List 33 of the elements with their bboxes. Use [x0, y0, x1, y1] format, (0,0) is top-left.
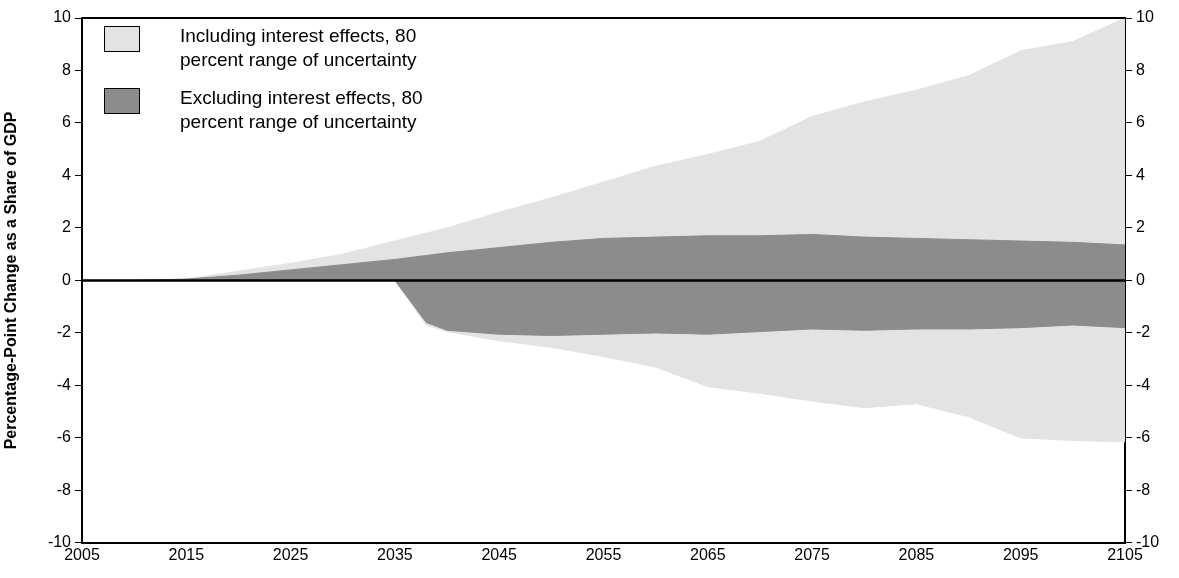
y-tick-label: -8 — [56, 480, 72, 498]
y-tick-label: 8 — [62, 60, 72, 78]
x-tick-label: 2015 — [168, 545, 205, 563]
x-tick-label: 2085 — [898, 545, 935, 563]
x-tick-label: 2065 — [690, 545, 726, 563]
x-tick-label: 2025 — [272, 545, 309, 563]
y2-tick-label: 10 — [1136, 8, 1154, 26]
y2-tick-label: -2 — [1136, 323, 1151, 341]
y-axis-title: Percentage-Point Change as a Share of GDP — [2, 111, 20, 450]
x-tick-label: 2105 — [1107, 545, 1143, 563]
x-tick-label: 2095 — [1002, 545, 1039, 563]
y-tick-label: -2 — [56, 323, 72, 341]
legend-label: Including interest effects, 80 percent range of uncertainty — [180, 24, 418, 72]
y2-tick-label: -4 — [1136, 375, 1151, 393]
y-tick-label: 0 — [62, 270, 72, 288]
y-tick-label: 10 — [53, 8, 72, 26]
x-tick-label: 2045 — [481, 545, 518, 563]
x-tick-label: 2075 — [794, 545, 830, 563]
y2-tick-label: -8 — [1136, 480, 1151, 498]
y-tick-label: -6 — [56, 428, 72, 446]
y2-tick-label: 8 — [1136, 60, 1145, 78]
y2-tick-label: 2 — [1136, 218, 1145, 236]
y-tick-label: -4 — [56, 375, 72, 393]
y-tick-label: 6 — [62, 113, 72, 131]
legend-label: Excluding interest effects, 80 percent range of uncertainty — [180, 86, 424, 134]
y-tick-label: 4 — [62, 165, 72, 183]
y-tick-label: 2 — [62, 218, 72, 236]
y2-tick-label: 4 — [1136, 165, 1145, 183]
y2-tick-label: 6 — [1136, 113, 1145, 131]
x-tick-label: 2055 — [585, 545, 622, 563]
y2-tick-label: 0 — [1136, 270, 1145, 288]
x-tick-label: 2035 — [377, 545, 413, 563]
y2-tick-label: -6 — [1136, 428, 1151, 446]
